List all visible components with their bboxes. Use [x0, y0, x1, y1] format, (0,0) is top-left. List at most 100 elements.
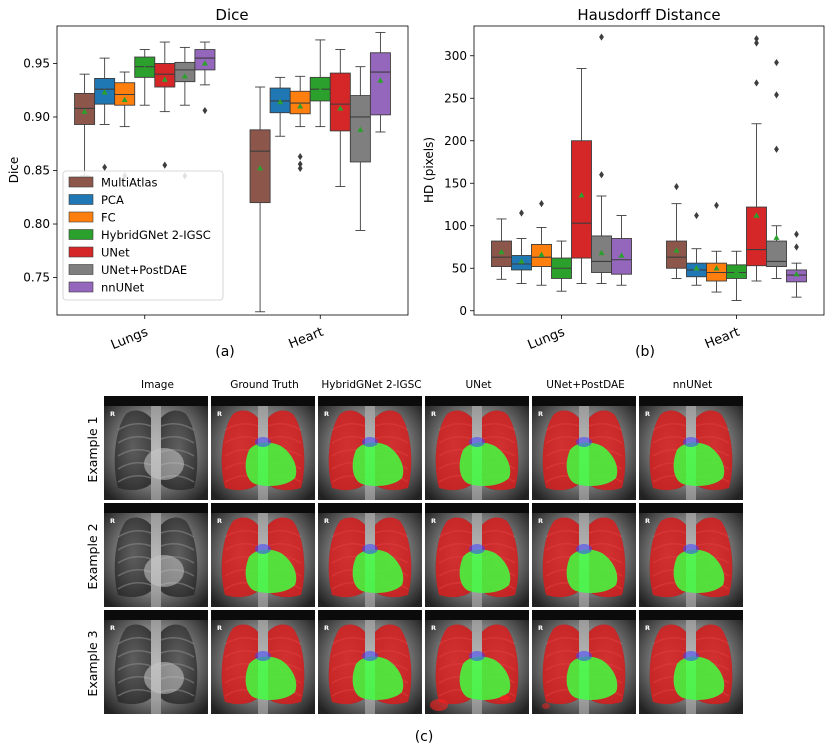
rib-shadow	[117, 435, 152, 444]
rib-shadow	[117, 529, 152, 538]
overlap-region	[469, 437, 485, 447]
hd-ylabel: HD (pixels)	[422, 137, 436, 203]
heart-mask	[352, 656, 404, 700]
hd-unet-heart-box	[746, 206, 767, 267]
rib-shadow	[160, 542, 195, 551]
hd-title: Hausdorff Distance	[577, 6, 720, 24]
rib-shadow	[160, 636, 195, 645]
legend-swatch-unet-postdae	[68, 264, 94, 275]
spurious-mask-blob	[500, 695, 510, 701]
dice-unet-lungs-outlier	[162, 161, 168, 169]
dice-fc-lungs-mean-marker	[121, 96, 128, 103]
dice-legend: MultiAtlas PCA FC HybridGNet 2-IGSC UNet UNet…	[62, 170, 224, 301]
hd-ytick-label: 200	[444, 134, 467, 148]
column-header-unet: UNet	[465, 379, 491, 391]
dice-fc-heart-outlier	[297, 160, 303, 168]
hd-unet-heart-outlier	[754, 39, 759, 47]
hd-plot-frame	[473, 25, 825, 316]
heart-mask	[566, 442, 618, 486]
dice-ytick-label: 0.90	[23, 110, 50, 124]
xray-top-band	[104, 610, 208, 620]
side-marker: R	[217, 410, 222, 418]
panel-label-a: (a)	[215, 344, 235, 360]
xray-top-band	[639, 396, 743, 406]
legend-swatch-unet	[68, 246, 94, 258]
side-marker: R	[645, 517, 650, 525]
heart-mask	[566, 549, 618, 593]
dice-ylabel: Dice	[7, 157, 21, 184]
hd-unet-lungs-mean-marker	[578, 191, 585, 198]
xray-cell-example-3-ground-truth: R	[211, 610, 315, 714]
xray-top-band	[532, 610, 636, 620]
hd-unet-postdae-lungs-outlier	[599, 33, 604, 41]
rib-shadow	[160, 529, 195, 538]
xray-top-band	[211, 503, 315, 513]
dice-nnunet-lungs-outlier	[202, 106, 208, 115]
xray-cell-example-1-nnunet: R	[639, 396, 743, 500]
column-header-image: Image	[141, 379, 174, 391]
dice-pca-lungs-mean-marker	[101, 89, 108, 95]
dice-multiatlas-lungs-mean-marker	[81, 108, 88, 114]
dice-fc-heart-outlier	[297, 152, 303, 161]
hd-nnunet-lungs-mean-marker	[618, 252, 625, 258]
hd-hybridgnet-2-igsc-heart-mean-marker	[733, 268, 740, 274]
xray-top-band	[425, 503, 529, 513]
heart-mask	[673, 442, 725, 486]
dice-pca-lungs-outlier	[102, 163, 108, 171]
hd-fc-heart-outlier	[714, 201, 719, 209]
xray-top-band	[211, 610, 315, 620]
hd-fc-lungs-mean-marker	[538, 251, 545, 257]
hd-xtick-label-heart: Heart	[703, 325, 742, 352]
heart-shadow	[144, 555, 184, 587]
hd-ytick-label: 0	[459, 304, 467, 318]
legend-label-multiatlas: MultiAtlas	[101, 176, 158, 190]
segmentation-grid: Image Ground Truth HybridGNet 2-IGSC UNet UN…	[85, 379, 743, 745]
overlap-region	[469, 651, 485, 661]
hd-unet-postdae-heart-outlier	[774, 145, 779, 153]
xray-cell-example-2-image: R	[104, 503, 208, 607]
hd-unet-heart-outlier	[754, 79, 759, 87]
xray-cell-example-2-unet-postdae: R	[532, 503, 636, 607]
hd-unet-heart-mean-marker	[753, 212, 760, 218]
hd-ytick-label: 250	[444, 91, 467, 105]
heart-mask	[245, 442, 297, 486]
side-marker: R	[645, 624, 650, 632]
rib-shadow	[117, 474, 152, 483]
overlap-region	[255, 651, 271, 661]
legend-label-fc: FC	[101, 211, 116, 225]
xray-cell-example-3-nnunet: R	[639, 610, 743, 714]
side-marker: R	[431, 517, 436, 525]
heart-shadow	[144, 448, 184, 480]
legend-swatch-hybridgnet-2-igsc	[68, 229, 94, 240]
xray-cell-example-2-nnunet: R	[639, 503, 743, 607]
hd-nnunet-heart-outlier	[794, 230, 799, 238]
dice-nnunet-heart-mean-marker	[377, 77, 384, 83]
rib-shadow	[117, 422, 152, 431]
dice-ytick-label: 0.75	[23, 271, 50, 285]
xray-cell-example-1-ground-truth: R	[211, 396, 315, 500]
row-label-example-2: Example 2	[85, 523, 100, 589]
overlap-region	[683, 651, 699, 661]
side-marker: R	[538, 410, 543, 418]
xray-top-band	[318, 503, 422, 513]
xray-cell-example-2-unet: R	[425, 503, 529, 607]
legend-label-unet-postdae: UNet+PostDAE	[101, 263, 187, 277]
side-marker: R	[217, 517, 222, 525]
heart-mask	[245, 656, 297, 700]
overlap-region	[683, 437, 699, 447]
overlap-region	[255, 437, 271, 447]
xray-cell-example-1-hybridgnet-2-igsc: R	[318, 396, 422, 500]
hd-multiatlas-heart-box	[666, 240, 687, 269]
hd-multiatlas-heart-mean-marker	[673, 247, 680, 253]
dice-hybridgnet-2-igsc-lungs-mean-marker	[141, 65, 148, 72]
hd-fc-lungs-outlier	[539, 200, 544, 208]
hd-hybridgnet-2-igsc-lungs-mean-marker	[558, 261, 565, 268]
hd-unet-heart-outlier	[754, 35, 759, 43]
overlap-region	[362, 544, 378, 554]
dice-multiatlas-heart-mean-marker	[257, 165, 264, 171]
spurious-mask-blob	[430, 699, 448, 711]
side-marker: R	[324, 517, 329, 525]
hd-multiatlas-heart-outlier	[674, 183, 679, 191]
dice-nnunet-lungs-mean-marker	[201, 60, 208, 66]
